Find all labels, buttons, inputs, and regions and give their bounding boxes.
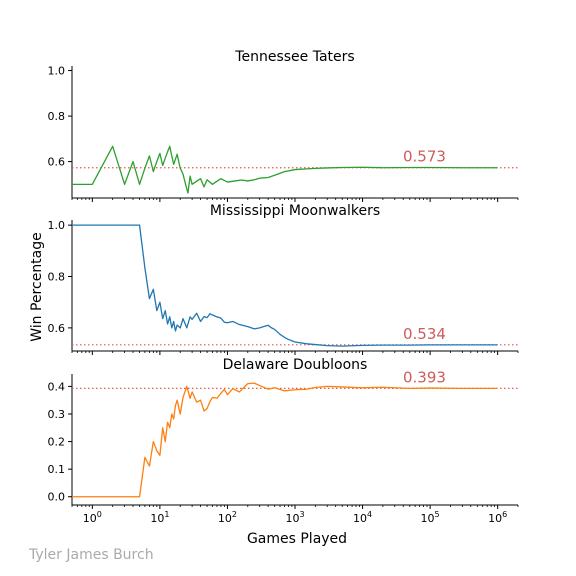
panel-title: Mississippi Moonwalkers [210, 203, 380, 219]
y-tick-label: 0.1 [48, 463, 66, 476]
y-tick-label: 0.0 [48, 491, 66, 504]
y-tick-label: 0.2 [48, 436, 66, 449]
author-credit: Tyler James Burch [28, 547, 154, 563]
y-tick-label: 0.6 [48, 322, 66, 335]
x-tick-label: 102 [218, 510, 237, 525]
series-line [72, 224, 498, 347]
panel-title: Delaware Doubloons [223, 357, 368, 373]
series-line [72, 145, 498, 194]
y-tick-label: 1.0 [48, 219, 66, 232]
chart-panel: Tennessee Taters 0.6 0.8 1.0 0.573 [48, 49, 519, 202]
y-tick-label: 0.3 [48, 408, 66, 421]
y-tick-label: 0.6 [48, 156, 66, 169]
x-tick-label: 106 [488, 510, 507, 525]
x-tick-label: 104 [353, 510, 372, 525]
chart-panels: Tennessee Taters 0.6 0.8 1.0 0.573 Mississipp… [48, 49, 519, 525]
x-tick-label: 103 [285, 510, 304, 525]
chart-panel: Mississippi Moonwalkers 0.6 0.8 1.0 0.534 [48, 203, 519, 355]
x-tick-label: 100 [83, 510, 102, 525]
series-line [72, 382, 498, 498]
x-axis-label: Games Played [247, 531, 347, 547]
value-annotation: 0.534 [403, 325, 446, 343]
value-annotation: 0.393 [403, 368, 446, 386]
y-axis-label: Win Percentage [29, 232, 45, 342]
y-tick-label: 1.0 [48, 65, 66, 78]
panel-title: Tennessee Taters [234, 49, 354, 65]
y-tick-label: 0.8 [48, 110, 66, 123]
y-tick-label: 0.4 [48, 380, 66, 393]
x-tick-label: 105 [421, 510, 440, 525]
chart-panel: Delaware Doubloons 0.0 0.1 0.2 0.3 0.4 100 101 1… [48, 357, 519, 525]
y-tick-label: 0.8 [48, 271, 66, 284]
value-annotation: 0.573 [403, 148, 446, 166]
x-tick-label: 101 [150, 510, 169, 525]
